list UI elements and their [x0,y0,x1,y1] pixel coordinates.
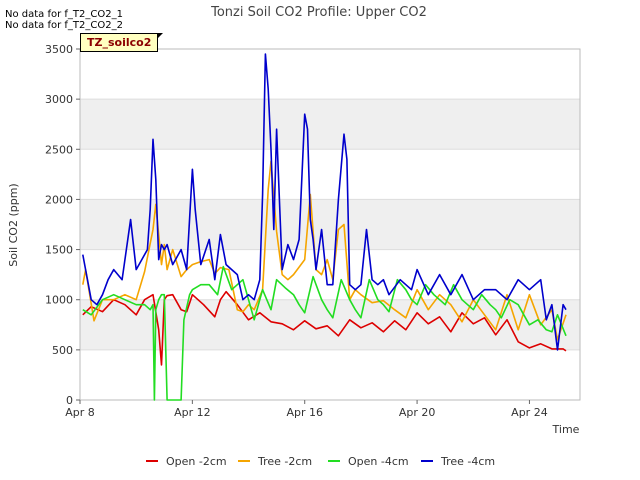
legend-label: Tree -4cm [440,455,495,468]
legend-label: Open -4cm [348,455,409,468]
y-axis-ticks: 0 500 1000 1500 2000 2500 3000 3500 [45,43,80,407]
x-tick-label: Apr 24 [511,406,548,419]
x-axis-label: Time [552,423,580,436]
legend: Open -2cm Tree -2cm Open -4cm Tree -4cm [146,455,495,468]
y-tick-label: 500 [52,344,73,357]
series-line-open-4cm [82,265,567,401]
x-tick-label: Apr 16 [286,406,323,419]
y-tick-label: 1500 [45,244,73,257]
y-tick-label: 3000 [45,93,73,106]
shaded-band-2 [80,99,580,150]
y-axis-label: Soil CO2 (ppm) [7,183,20,266]
y-tick-label: 3500 [45,43,73,56]
y-tick-label: 2000 [45,193,73,206]
series-line-tree-4cm [82,53,567,351]
no-data-note-2: No data for f_T2_CO2_2 [5,20,123,31]
x-tick-label: Apr 20 [399,406,436,419]
chart-title: Tonzi Soil CO2 Profile: Upper CO2 [210,5,427,20]
shaded-band-1 [80,199,580,250]
legend-label: Open -2cm [166,455,227,468]
y-tick-label: 0 [66,394,73,407]
site-tag: TZ_soilco2 [80,33,164,52]
series-line-open-2cm [82,290,567,366]
plot-frame [79,48,581,401]
x-tick-label: Apr 12 [174,406,211,419]
no-data-note-1: No data for f_T2_CO2_1 [5,9,123,20]
x-tick-label: Apr 8 [65,406,95,419]
y-tick-label: 2500 [45,143,73,156]
y-tick-label: 1000 [45,294,73,307]
legend-label: Tree -2cm [257,455,312,468]
shaded-bands [80,99,580,350]
x-axis-ticks: Apr 8 Apr 12 Apr 16 Apr 20 Apr 24 [65,400,548,419]
series-lines [82,53,567,401]
